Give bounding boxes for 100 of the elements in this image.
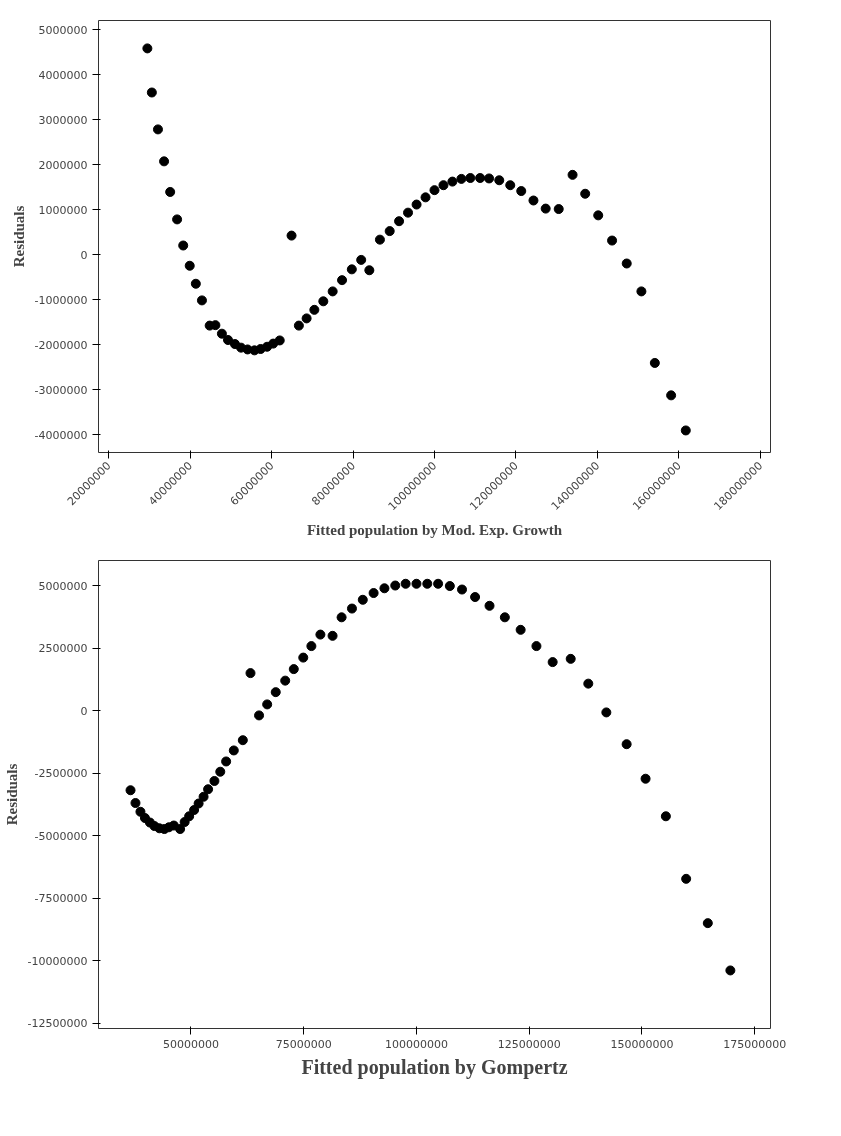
point (215, 766, 226, 777)
point (190, 278, 201, 289)
point (318, 296, 329, 307)
point (470, 592, 481, 603)
point (221, 756, 232, 767)
point (553, 204, 564, 215)
point (203, 784, 214, 795)
y-tick-label: -2000000 (34, 338, 88, 352)
y-tick-label: 3000000 (38, 113, 88, 127)
x-tick-label: 100000000 (384, 1037, 448, 1051)
point (152, 124, 163, 135)
point (309, 304, 320, 315)
point (621, 258, 632, 269)
point (274, 335, 285, 346)
point (621, 739, 632, 750)
y-tick-label: -12500000 (27, 1017, 88, 1031)
point (429, 185, 440, 196)
point (528, 195, 539, 206)
point (175, 824, 186, 835)
point (301, 313, 312, 324)
point (420, 192, 431, 203)
point (198, 791, 209, 802)
x-axis-title: Fitted population by Mod. Exp. Growth (306, 521, 563, 538)
point (484, 173, 495, 184)
point (288, 664, 299, 675)
y-tick-label: 0 (80, 248, 88, 262)
point (357, 594, 368, 605)
point (237, 735, 248, 746)
point (567, 169, 578, 180)
y-tick-label: -2500000 (34, 767, 88, 781)
point (245, 668, 256, 679)
point (403, 207, 414, 218)
y-tick-label: 2000000 (38, 158, 88, 172)
point (547, 657, 558, 668)
y-tick-label: -7500000 (34, 892, 88, 906)
point (270, 687, 281, 698)
point (465, 173, 476, 183)
point (346, 264, 357, 275)
point (484, 600, 495, 611)
point (447, 176, 458, 187)
point (516, 186, 527, 197)
y-axis-title: Residuals (3, 763, 20, 826)
point (433, 578, 444, 589)
point (228, 745, 239, 756)
point (193, 798, 204, 809)
point (184, 811, 195, 822)
point (565, 653, 576, 664)
point (475, 173, 486, 183)
point (666, 390, 677, 401)
point (209, 775, 220, 786)
point (146, 87, 157, 98)
point (499, 612, 510, 623)
point (216, 328, 227, 339)
point (165, 186, 176, 197)
y-tick-label: 1000000 (38, 203, 88, 217)
point (390, 580, 401, 591)
point (280, 675, 291, 686)
point (293, 320, 304, 331)
point (411, 578, 422, 589)
y-tick-label: 0 (80, 704, 88, 718)
y-tick-label: -10000000 (27, 954, 88, 968)
point (327, 286, 338, 297)
point (515, 624, 526, 635)
point (178, 240, 189, 251)
point (601, 707, 612, 718)
point (583, 678, 594, 689)
point (540, 203, 551, 214)
point (364, 265, 375, 276)
point (636, 286, 647, 297)
x-axis-title: Fitted population by Gompertz (301, 1055, 568, 1079)
point (444, 581, 455, 592)
point (336, 612, 347, 623)
point (494, 175, 505, 186)
point (640, 773, 651, 784)
point (422, 578, 433, 589)
y-tick-label: 5000000 (38, 23, 88, 37)
point (189, 805, 200, 816)
point (327, 630, 338, 641)
y-tick-label: 4000000 (38, 68, 88, 82)
point (681, 873, 692, 884)
point (346, 603, 357, 614)
point (184, 260, 195, 271)
point (725, 965, 736, 976)
point (315, 629, 326, 640)
x-tick-label: 50000000 (162, 1037, 219, 1051)
point (337, 275, 348, 286)
point (374, 234, 385, 245)
y-tick-label: -1000000 (34, 293, 88, 307)
point (298, 652, 309, 663)
point (306, 641, 317, 652)
point (438, 180, 449, 191)
point (400, 578, 411, 589)
x-tick-label: 150000000 (610, 1037, 674, 1051)
point (531, 641, 542, 652)
y-tick-label: -4000000 (34, 428, 88, 442)
point (411, 199, 422, 210)
y-tick-label: -5000000 (34, 829, 88, 843)
x-tick-label: 75000000 (275, 1037, 332, 1051)
point (368, 588, 379, 599)
point (457, 584, 468, 595)
